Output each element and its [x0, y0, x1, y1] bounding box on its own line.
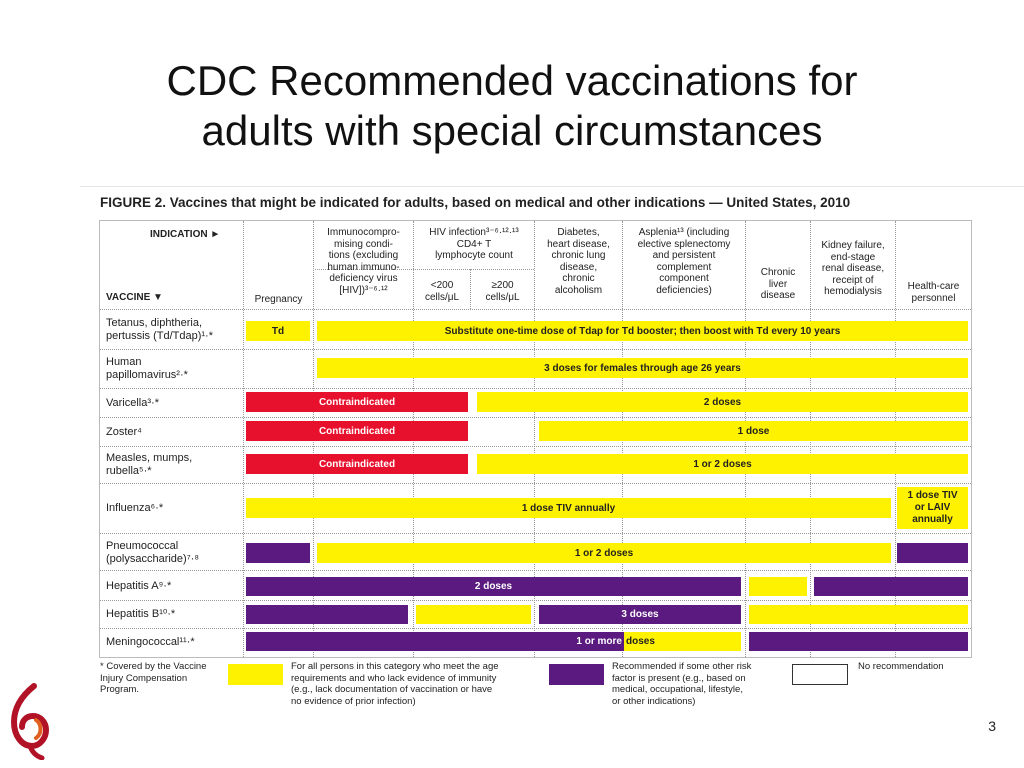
bar-hepatitis-b-hiv — [416, 605, 531, 624]
bar-varicella-contraindicated: Contraindicated — [246, 392, 468, 412]
legend-footnote: * Covered by the Vaccine Injury Compensat… — [100, 661, 207, 695]
column-header-pregnancy: Pregnancy — [254, 294, 303, 305]
vaccine-label: VACCINE ▼ — [106, 292, 163, 303]
bar-pneumococcal-pregnancy — [246, 543, 310, 563]
logo-icon — [10, 683, 50, 760]
bar-meningococcal-liver-kidney-hcp — [749, 632, 968, 651]
legend-none-text: No recommendation — [858, 661, 944, 672]
bar-hepatitis-a: 2 doses — [246, 577, 741, 596]
bar-hepatitis-b-pregnancy-immuno — [246, 605, 408, 624]
row-divider — [100, 600, 971, 601]
bar-influenza-health-care: 1 dose TIV or LAIV annually — [897, 487, 968, 529]
divider — [80, 186, 1024, 187]
row-label-td-tdap: Tetanus, diphtheria, pertussis (Td/Tdap)¹… — [106, 317, 213, 342]
bar-influenza: 1 dose TIV annually — [246, 498, 891, 518]
column-divider — [243, 221, 244, 657]
row-label-zoster: Zoster⁴ — [106, 426, 142, 438]
row-label-meningococcal: Meningococcal¹¹·* — [106, 636, 195, 648]
bar-meningococcal-yellow: doses — [624, 632, 741, 651]
row-divider — [100, 446, 971, 447]
row-label-influenza: Influenza⁶·* — [106, 502, 164, 514]
row-label-hpv: Human papillomavirus²·* — [106, 356, 188, 381]
column-header-liver: Chronic liver disease — [760, 267, 796, 301]
bar-zoster: 1 dose — [539, 421, 968, 441]
page-number: 3 — [988, 718, 996, 734]
column-header-diabetes: Diabetes, heart disease, chronic lung dise… — [547, 227, 610, 296]
row-divider — [100, 483, 971, 484]
row-label-hepatitis-b: Hepatitis B¹⁰·* — [106, 608, 176, 620]
legend-yellow-text: For all persons in this category who mee… — [291, 661, 499, 707]
column-header-health-care: Health-care personnel — [907, 281, 960, 304]
row-label-mmr: Measles, mumps, rubella⁵·* — [106, 452, 193, 477]
slide-title-line-1: CDC Recommended vaccinations for — [166, 57, 858, 104]
row-divider — [100, 570, 971, 571]
legend-swatch-purple — [549, 664, 604, 685]
column-header-hiv-200-or-more: ≥200 cells/μL — [485, 280, 520, 303]
legend-swatch-yellow — [228, 664, 283, 685]
bar-hepatitis-b: 3 doses — [539, 605, 741, 624]
column-divider — [534, 221, 535, 657]
row-divider — [100, 349, 971, 350]
bar-pneumococcal-health-care — [897, 543, 968, 563]
column-header-hiv-below-200: <200 cells/μL — [424, 280, 460, 303]
bar-hepatitis-a-kidney-hcp — [814, 577, 968, 596]
row-label-hepatitis-a: Hepatitis A⁹·* — [106, 580, 172, 592]
column-header-asplenia: Asplenia¹³ (including elective splenectom… — [637, 227, 731, 296]
row-label-varicella: Varicella³·* — [106, 397, 159, 409]
legend-purple-text: Recommended if some other risk factor is … — [612, 661, 752, 707]
column-header-immunocompromising: Immunocompro-mising condi-tions (excludi… — [327, 227, 400, 296]
slide-title-line-2: adults with special circumstances — [201, 107, 823, 154]
bar-mmr: 1 or 2 doses — [477, 454, 968, 474]
bar-varicella: 2 doses — [477, 392, 968, 412]
indication-label: INDICATION ► — [150, 229, 221, 240]
legend-swatch-none — [792, 664, 848, 685]
bar-hepatitis-b-liver-kidney-hcp — [749, 605, 968, 624]
row-divider — [100, 417, 971, 418]
bar-hpv: 3 doses for females through age 26 years — [317, 358, 968, 378]
slide-title: CDC Recommended vaccinations for adults … — [0, 56, 1024, 156]
row-divider — [100, 533, 971, 534]
bar-zoster-contraindicated: Contraindicated — [246, 421, 468, 441]
bar-td: Td — [246, 321, 310, 341]
bar-pneumococcal: 1 or 2 doses — [317, 543, 891, 563]
row-label-pneumococcal: Pneumococcal (polysaccharide)⁷·⁸ — [106, 540, 199, 565]
figure-title: FIGURE 2. Vaccines that might be indicat… — [100, 195, 851, 210]
vaccine-table — [99, 220, 972, 658]
bar-tdap: Substitute one-time dose of Tdap for Td … — [317, 321, 968, 341]
row-divider — [100, 628, 971, 629]
bar-mmr-contraindicated: Contraindicated — [246, 454, 468, 474]
row-divider — [100, 388, 971, 389]
column-header-kidney: Kidney failure, end-stage renal disease, r… — [821, 240, 885, 297]
bar-hepatitis-a-liver — [749, 577, 807, 596]
hiv-subheader-divider — [315, 269, 534, 270]
bar-meningococcal-purple: 1 or more — [246, 632, 624, 651]
column-divider — [470, 269, 471, 309]
row-divider — [100, 309, 971, 310]
